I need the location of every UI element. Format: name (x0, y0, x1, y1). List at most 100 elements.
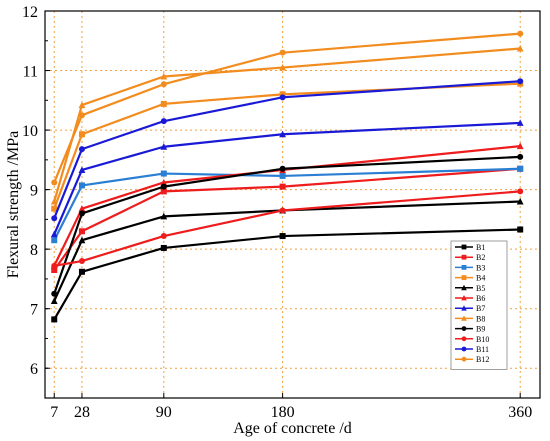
data-point (78, 182, 85, 189)
series-b12 (51, 30, 524, 186)
data-point (160, 178, 168, 186)
data-point (160, 212, 168, 220)
data-point (78, 228, 85, 235)
legend-label: B4 (476, 274, 485, 283)
x-tick-label: 180 (271, 404, 295, 421)
data-point (51, 215, 58, 222)
legend-item: B3 (455, 263, 485, 272)
data-point (51, 205, 58, 212)
data-point (516, 142, 524, 150)
x-tick-label: 360 (508, 404, 532, 421)
x-tick-label: 90 (156, 404, 172, 421)
data-point (160, 233, 167, 240)
legend-swatch-marker (461, 346, 467, 352)
data-point (51, 266, 58, 273)
data-point (516, 119, 524, 126)
legend-box (450, 240, 508, 370)
data-point (160, 81, 167, 88)
data-point (160, 244, 167, 251)
data-point (160, 170, 167, 177)
data-point (78, 258, 85, 265)
data-point (51, 237, 58, 244)
legend-swatch-marker (461, 295, 467, 301)
legend-swatch-marker (461, 315, 467, 321)
x-tick-label: 28 (74, 404, 90, 421)
data-point (517, 226, 524, 233)
series-b9 (51, 153, 524, 297)
x-tick-label: 7 (50, 404, 58, 421)
data-point (279, 233, 286, 240)
series-b10 (51, 188, 524, 269)
data-point (279, 165, 286, 172)
legend-swatch-marker (461, 326, 467, 331)
legend-item: B10 (455, 335, 489, 344)
data-point (78, 166, 86, 173)
series-b5 (50, 197, 524, 304)
data-point (279, 183, 286, 190)
legend-label: B9 (476, 325, 485, 334)
legend-label: B11 (476, 345, 489, 354)
legend-item: B11 (455, 345, 489, 354)
y-tick-label: 9 (30, 183, 38, 200)
data-point (78, 101, 86, 109)
axis-ticks: 7 28 90 180 360 6 7 8 9 10 11 12 (22, 4, 532, 421)
legend-item: B9 (455, 325, 485, 334)
legend-item: B1 (455, 243, 485, 252)
legend-swatch-marker (461, 284, 467, 291)
y-tick-label: 10 (22, 123, 38, 140)
data-point (50, 297, 58, 304)
data-point (78, 146, 85, 153)
legend-label: B1 (476, 243, 485, 252)
data-point (78, 112, 85, 119)
data-point (517, 78, 524, 85)
legend-item: B2 (455, 253, 485, 262)
series-b11 (51, 78, 524, 222)
data-point (279, 94, 286, 101)
legend-swatch-marker (461, 275, 467, 280)
x-axis-label: Age of concrete /d (233, 420, 352, 437)
y-tick-label: 8 (30, 242, 38, 259)
series-b7 (50, 119, 524, 238)
legend-item: B12 (455, 355, 489, 364)
data-point (279, 49, 286, 56)
legend-swatch-marker (461, 244, 467, 250)
legend-swatch-marker (461, 254, 467, 260)
plot-frame (44, 10, 541, 399)
legend-label: B3 (476, 263, 485, 272)
data-point (160, 100, 167, 107)
legend-item: B4 (455, 274, 485, 283)
data-point (517, 30, 524, 37)
series-b1 (51, 226, 524, 323)
data-point (50, 197, 58, 205)
data-point (160, 183, 167, 190)
legend-label: B8 (476, 314, 485, 323)
y-tick-label: 7 (30, 302, 38, 319)
data-series (50, 30, 524, 323)
legend-label: B5 (476, 284, 485, 293)
data-point (78, 205, 86, 212)
legend-swatch-marker (461, 305, 467, 311)
legend-swatch-marker (461, 336, 467, 342)
data-point (517, 153, 524, 160)
legend-swatch-marker (461, 265, 467, 270)
data-point (160, 72, 168, 80)
data-point (78, 131, 85, 138)
legend-item: B7 (455, 304, 485, 313)
series-b3 (51, 165, 524, 244)
data-point (78, 210, 85, 217)
data-point (78, 268, 85, 275)
data-point (279, 207, 286, 214)
data-point (160, 188, 167, 195)
data-point (51, 290, 58, 297)
data-point (516, 197, 524, 205)
data-point (279, 172, 286, 179)
legend-label: B12 (476, 355, 489, 364)
series-line (53, 167, 521, 271)
series-line (53, 228, 521, 320)
y-tick-label: 11 (23, 64, 38, 81)
legend-label: B6 (476, 294, 485, 303)
data-point (517, 188, 524, 195)
data-point (160, 143, 168, 150)
data-point (51, 179, 58, 186)
